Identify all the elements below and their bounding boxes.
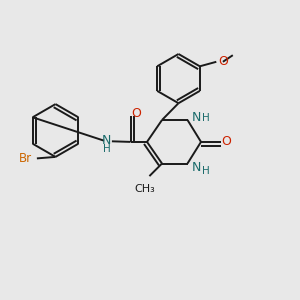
Text: N: N: [102, 134, 111, 147]
Text: H: H: [103, 144, 110, 154]
Text: O: O: [131, 106, 141, 120]
Text: O: O: [221, 135, 231, 148]
Text: Br: Br: [19, 152, 32, 165]
Text: H: H: [202, 166, 210, 176]
Text: N: N: [192, 160, 201, 174]
Text: H: H: [202, 112, 210, 123]
Text: O: O: [219, 55, 229, 68]
Text: CH₃: CH₃: [134, 184, 155, 194]
Text: N: N: [192, 111, 201, 124]
